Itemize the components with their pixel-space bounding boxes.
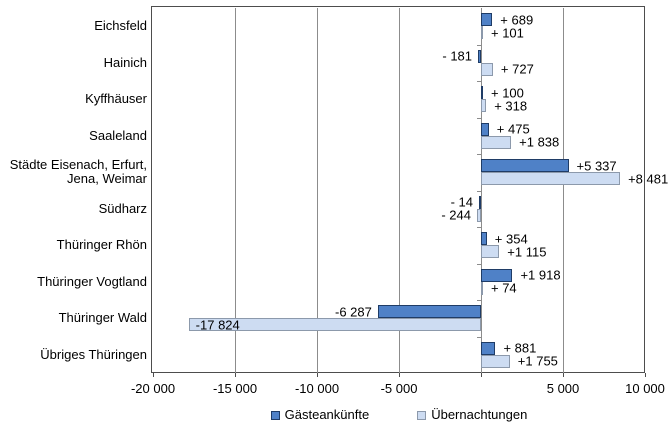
bar-value-label: + 689 xyxy=(500,12,534,27)
bar xyxy=(481,122,489,136)
legend-swatch-gaesteankuenfte-icon xyxy=(270,410,280,420)
x-tick-label: -15 000 xyxy=(212,381,258,396)
bar xyxy=(476,208,481,222)
category-axis-tick xyxy=(477,263,481,265)
x-tick-label: -20 000 xyxy=(130,381,176,396)
bar xyxy=(481,135,512,149)
legend-swatch-uebernachtungen-icon xyxy=(417,410,427,420)
category-label: Thüringer Vogtland xyxy=(37,273,147,289)
legend-item-uebernachtungen: Übernachtungen xyxy=(417,408,527,422)
legend: Gästeankünfte Übernachtungen xyxy=(153,408,645,422)
gridline xyxy=(563,8,564,373)
category-axis-tick xyxy=(477,117,481,119)
bar-value-label: + 354 xyxy=(494,231,528,246)
bar xyxy=(481,232,487,245)
zero-axis-line xyxy=(481,8,482,373)
x-axis-tick xyxy=(399,373,400,377)
category-label: Südharz xyxy=(98,200,147,216)
bar-value-label: + 318 xyxy=(494,98,528,113)
bar xyxy=(478,49,481,63)
bar xyxy=(481,245,500,258)
legend-item-gaesteankuenfte: Gästeankünfte xyxy=(270,407,370,422)
x-tick-label: 5 000 xyxy=(546,381,580,396)
gridline xyxy=(317,8,318,373)
category-label: Übriges Thüringen xyxy=(40,346,147,362)
legend-label-uebernachtungen: Übernachtungen xyxy=(431,407,528,422)
bar xyxy=(481,281,483,295)
bar-value-label: +1 838 xyxy=(519,134,560,150)
bar xyxy=(481,354,510,368)
category-axis-tick xyxy=(477,81,481,82)
legend-label-gaesteankuenfte: Gästeankünfte xyxy=(284,407,370,422)
category-label: Eichsfeld xyxy=(94,18,147,34)
bar-value-label: + 101 xyxy=(491,25,524,40)
category-axis-tick xyxy=(477,44,481,46)
bar-value-label: +5 337 xyxy=(576,158,617,173)
x-axis-tick xyxy=(317,373,318,377)
bar-value-label: + 475 xyxy=(496,121,530,137)
x-axis-tick xyxy=(235,373,236,377)
bar-value-label: +8 481 xyxy=(628,171,668,186)
bar xyxy=(188,318,481,331)
bar xyxy=(481,159,569,172)
category-label: Hainich xyxy=(103,54,147,70)
bar-value-label: + 881 xyxy=(503,340,537,356)
x-axis-tick xyxy=(563,373,564,377)
bar xyxy=(481,341,496,355)
x-tick-label: -10 000 xyxy=(294,381,340,396)
category-label: Kyffhäuser xyxy=(85,91,147,107)
gridline xyxy=(399,8,400,373)
x-axis-tick xyxy=(153,373,154,377)
x-tick-label: 10 000 xyxy=(625,381,665,396)
x-axis-tick xyxy=(481,373,482,377)
bar-value-label: + 74 xyxy=(491,280,517,296)
bar-value-label: +1 115 xyxy=(507,244,547,259)
bar-value-label: - 244 xyxy=(441,207,471,223)
bar-value-label: + 727 xyxy=(500,61,534,77)
x-tick-label: -5 000 xyxy=(380,381,418,396)
bar-value-label: +1 755 xyxy=(517,353,558,369)
bar xyxy=(479,195,481,209)
bar xyxy=(481,62,493,76)
bar xyxy=(481,172,621,185)
bar xyxy=(481,86,483,99)
bar-value-label: -6 287 xyxy=(335,304,372,319)
bar xyxy=(481,26,483,39)
category-axis-tick xyxy=(477,154,481,155)
bar-value-label: + 100 xyxy=(491,85,524,100)
bar-value-label: - 181 xyxy=(442,48,473,64)
category-axis-tick xyxy=(477,336,481,338)
x-axis-tick xyxy=(645,373,646,377)
bar xyxy=(481,99,487,112)
gridline xyxy=(235,8,236,373)
category-label: Städte Eisenach, Erfurt, Jena, Weimar xyxy=(9,157,147,187)
category-label: Thüringer Rhön xyxy=(56,237,147,253)
category-axis-tick xyxy=(477,227,481,228)
category-axis-tick xyxy=(477,300,481,301)
bar-value-label: -17 824 xyxy=(195,317,240,332)
category-label: Thüringer Wald xyxy=(58,310,147,326)
bar xyxy=(481,13,493,26)
bar xyxy=(377,305,481,318)
bar xyxy=(481,268,513,282)
bar-value-label: +1 918 xyxy=(520,267,561,283)
category-axis-tick xyxy=(477,190,481,192)
bar-value-label: - 14 xyxy=(450,194,473,210)
category-label: Saaleland xyxy=(89,127,147,143)
